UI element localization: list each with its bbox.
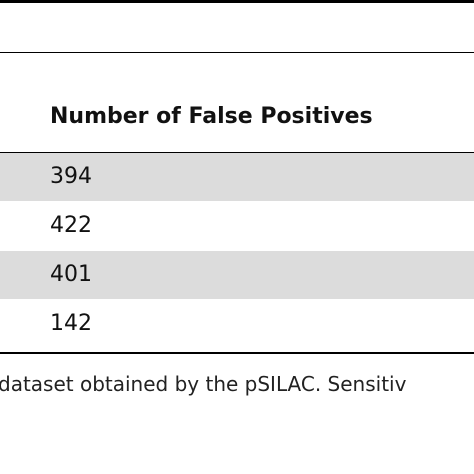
bottom-rule	[0, 352, 474, 354]
table-row: 401	[0, 251, 474, 299]
column-header: Number of False Positives	[50, 104, 373, 129]
header-rule	[0, 52, 474, 53]
cell: 422	[50, 213, 92, 238]
cell: 401	[50, 262, 92, 287]
header-bottom-rule	[0, 152, 474, 153]
table-row: 394	[0, 153, 474, 201]
caption: dataset obtained by the pSILAC. Sensitiv	[0, 372, 407, 396]
cell: 394	[50, 164, 92, 189]
table-row: 142	[0, 300, 474, 348]
table-row: 422	[0, 202, 474, 250]
top-rule	[0, 0, 474, 3]
cell: 142	[50, 311, 92, 336]
